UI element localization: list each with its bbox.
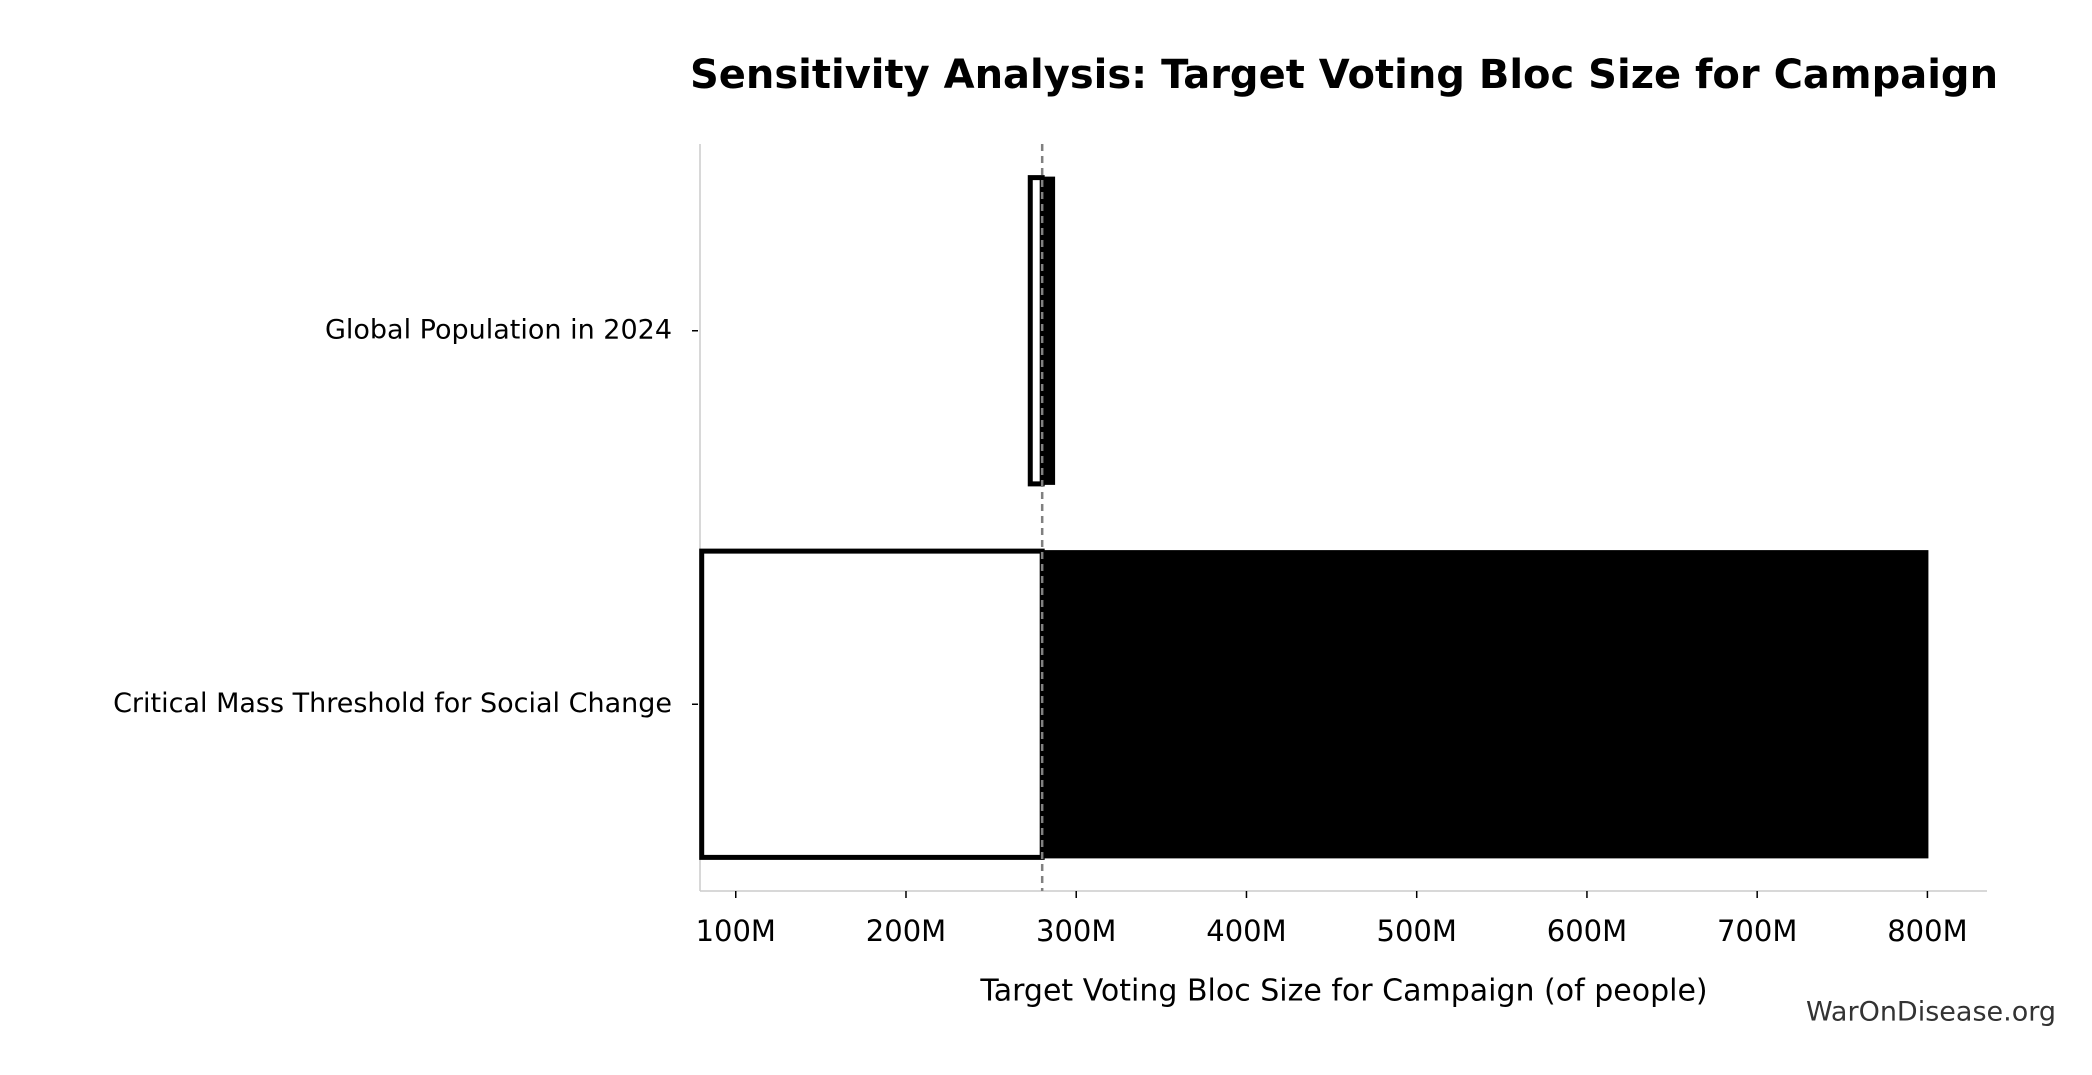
high-bar xyxy=(1041,550,1929,859)
high-bar xyxy=(1041,176,1056,485)
y-tick-label: Critical Mass Threshold for Social Chang… xyxy=(113,688,672,719)
x-tick-label: 500M xyxy=(1377,914,1457,948)
x-tick-label: 100M xyxy=(696,914,776,948)
x-tick-label: 800M xyxy=(1887,914,1967,948)
x-tick-label: 300M xyxy=(1036,914,1116,948)
chart-title: Sensitivity Analysis: Target Voting Bloc… xyxy=(690,52,1998,98)
x-tick-label: 700M xyxy=(1717,914,1797,948)
x-tick-label: 400M xyxy=(1206,914,1286,948)
x-tick-label: 600M xyxy=(1547,914,1627,948)
low-bar xyxy=(699,548,1045,860)
x-axis-label: Target Voting Bloc Size for Campaign (of… xyxy=(979,974,1707,1009)
y-tick-label: Global Population in 2024 xyxy=(325,314,672,345)
x-tick-label: 200M xyxy=(866,914,946,948)
low-bar xyxy=(1027,175,1045,487)
watermark: WarOnDisease.org xyxy=(1806,997,2056,1028)
